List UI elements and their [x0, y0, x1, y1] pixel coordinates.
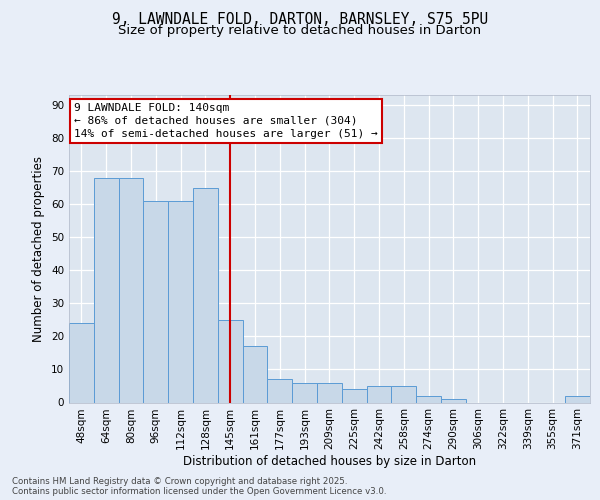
Text: 9 LAWNDALE FOLD: 140sqm
← 86% of detached houses are smaller (304)
14% of semi-d: 9 LAWNDALE FOLD: 140sqm ← 86% of detache…	[74, 102, 378, 139]
Text: Contains HM Land Registry data © Crown copyright and database right 2025.
Contai: Contains HM Land Registry data © Crown c…	[12, 476, 386, 496]
X-axis label: Distribution of detached houses by size in Darton: Distribution of detached houses by size …	[183, 455, 476, 468]
Bar	[317, 382, 342, 402]
Bar	[193, 188, 218, 402]
Bar	[69, 323, 94, 402]
Bar	[367, 386, 391, 402]
Text: 9, LAWNDALE FOLD, DARTON, BARNSLEY, S75 5PU: 9, LAWNDALE FOLD, DARTON, BARNSLEY, S75 …	[112, 12, 488, 27]
Bar	[94, 178, 119, 402]
Bar	[268, 380, 292, 402]
Bar	[292, 382, 317, 402]
Bar	[143, 201, 168, 402]
Y-axis label: Number of detached properties: Number of detached properties	[32, 156, 46, 342]
Bar	[391, 386, 416, 402]
Bar	[565, 396, 590, 402]
Bar	[119, 178, 143, 402]
Bar	[242, 346, 268, 403]
Bar	[342, 390, 367, 402]
Bar	[441, 399, 466, 402]
Text: Size of property relative to detached houses in Darton: Size of property relative to detached ho…	[118, 24, 482, 37]
Bar	[416, 396, 441, 402]
Bar	[168, 201, 193, 402]
Bar	[218, 320, 242, 402]
